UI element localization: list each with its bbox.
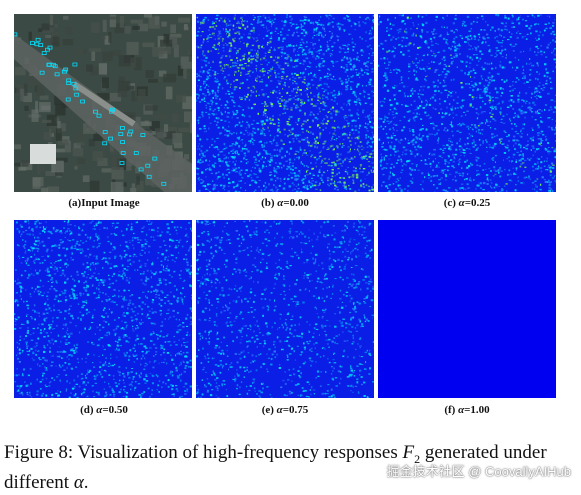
- caption-symbol: F: [402, 442, 415, 463]
- panel-e-tag: (e): [261, 404, 274, 416]
- panel-c-alpha: α: [458, 197, 465, 209]
- panel-e-value: =0.75: [282, 404, 309, 416]
- panel-d-alpha: α: [96, 404, 103, 416]
- panel-c-value: =0.25: [464, 197, 491, 209]
- panel-e-alpha: α: [276, 404, 283, 416]
- panel-c-tag: (c): [443, 197, 456, 209]
- caption-suffix: .: [83, 471, 89, 493]
- panel-d-value: =0.50: [102, 404, 128, 416]
- panel-b-tag: (b): [261, 197, 275, 209]
- panel-b-value: =0.00: [283, 197, 309, 209]
- panel-d-label: (d) α=0.50: [9, 404, 199, 416]
- panel-d-response: [14, 220, 192, 398]
- figure-caption: Figure 8: Visualization of high-frequenc…: [4, 441, 576, 494]
- panel-f-label: (f) α=1.00: [372, 404, 562, 416]
- panel-a-tag: (a): [68, 197, 82, 209]
- panel-b-response: [196, 14, 374, 192]
- panel-b-label: (b) α=0.00: [190, 197, 380, 209]
- caption-alpha: α: [73, 471, 84, 493]
- panel-d-tag: (d): [80, 404, 94, 416]
- panel-b-alpha: α: [277, 197, 284, 209]
- panel-c-label: (c) α=0.25: [372, 197, 562, 209]
- panel-a-label: (a)Input Image: [9, 197, 199, 209]
- watermark: 掘金技术社区 @ CoovallyAIHub: [386, 464, 571, 479]
- panel-c-response: [378, 14, 556, 192]
- caption-middle: generated under different: [4, 442, 547, 493]
- panel-f-alpha: α: [458, 404, 465, 416]
- panel-e-response: [196, 220, 374, 398]
- panel-e-label: (e) α=0.75: [190, 404, 380, 416]
- panel-f-tag: (f): [444, 404, 456, 416]
- caption-subscript: 2: [414, 451, 421, 466]
- panel-a-input-image: [14, 14, 192, 192]
- caption-prefix: Figure 8: Visualization of high-frequenc…: [4, 442, 403, 463]
- panel-f-response: [378, 220, 556, 398]
- panel-a-text: Input Image: [81, 197, 140, 209]
- panel-f-value: =1.00: [464, 404, 490, 416]
